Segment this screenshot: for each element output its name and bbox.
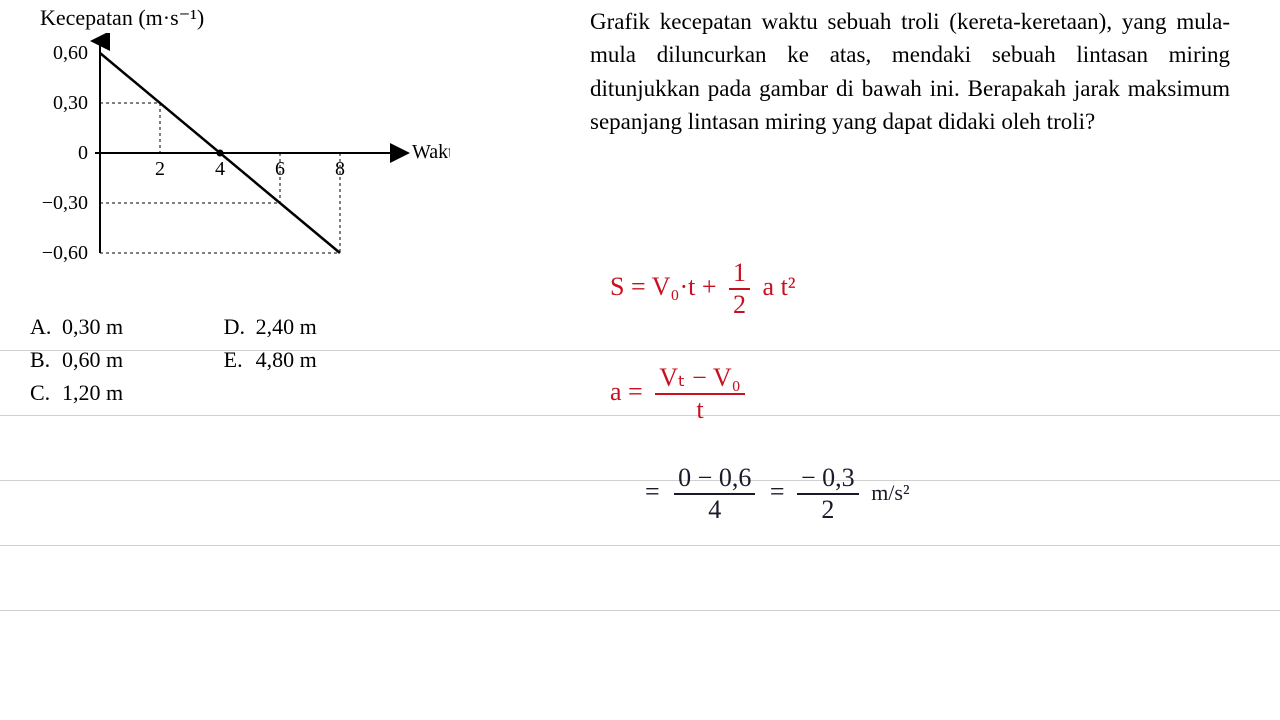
ytick-0: 0,60 [53, 42, 88, 64]
hw-eq3-eq: = [645, 477, 660, 506]
hw-eq1-num: 1 [729, 260, 750, 290]
handwriting-equation-2: a = Vₜ − V₀ t [610, 365, 745, 423]
hw-eq3-eq2: = [770, 477, 785, 506]
option-e-text: 4,80 m [256, 347, 317, 372]
handwriting-equation-1: S = V₀·t + 1 2 a t² [610, 260, 796, 318]
xtick-2: 6 [275, 158, 285, 180]
velocity-time-chart: Kecepatan (m·s⁻¹) [30, 5, 450, 265]
hw-eq3-unit: m/s² [871, 480, 909, 505]
hw-eq2-num: Vₜ − V₀ [655, 365, 744, 395]
hw-eq1-right: a t² [763, 272, 796, 301]
chart-y-axis-label: Kecepatan (m·s⁻¹) [40, 5, 204, 31]
question-text: Grafik kecepatan waktu sebuah troli (ker… [590, 5, 1230, 138]
option-b: B.0,60 m [30, 343, 123, 376]
ytick-1: 0,30 [53, 92, 88, 114]
ytick-2: 0 [78, 142, 88, 164]
option-d-text: 2,40 m [256, 314, 317, 339]
chart-x-axis-label: Waktu (s) [412, 141, 450, 163]
ytick-3: −0,30 [42, 192, 88, 214]
handwriting-equation-3: = 0 − 0,6 4 = − 0,3 2 m/s² [645, 465, 910, 523]
hw-eq1-left: S = V₀·t + [610, 272, 717, 301]
chart-svg: 0,60 0,30 0 −0,30 −0,60 2 4 6 8 Waktu (s… [30, 33, 450, 273]
xtick-1: 4 [215, 158, 225, 180]
hw-eq3-rden: 2 [797, 495, 859, 523]
option-c: C.1,20 m [30, 376, 123, 409]
hw-eq3-num: 0 − 0,6 [674, 465, 755, 495]
option-b-text: 0,60 m [62, 347, 123, 372]
answer-options: A.0,30 m B.0,60 m C.1,20 m D.2,40 m E.4,… [30, 310, 317, 409]
hw-eq3-rnum: − 0,3 [797, 465, 859, 495]
option-a: A.0,30 m [30, 310, 123, 343]
hw-eq3-den: 4 [674, 495, 755, 523]
xtick-3: 8 [335, 158, 345, 180]
xtick-0: 2 [155, 158, 165, 180]
option-d: D.2,40 m [224, 310, 317, 343]
option-c-text: 1,20 m [62, 380, 123, 405]
ytick-4: −0,60 [42, 242, 88, 264]
option-e: E.4,80 m [224, 343, 317, 376]
hw-eq1-den: 2 [729, 290, 750, 318]
hw-eq2-left: a = [610, 377, 643, 406]
hw-eq2-den: t [655, 395, 744, 423]
option-a-text: 0,30 m [62, 314, 123, 339]
